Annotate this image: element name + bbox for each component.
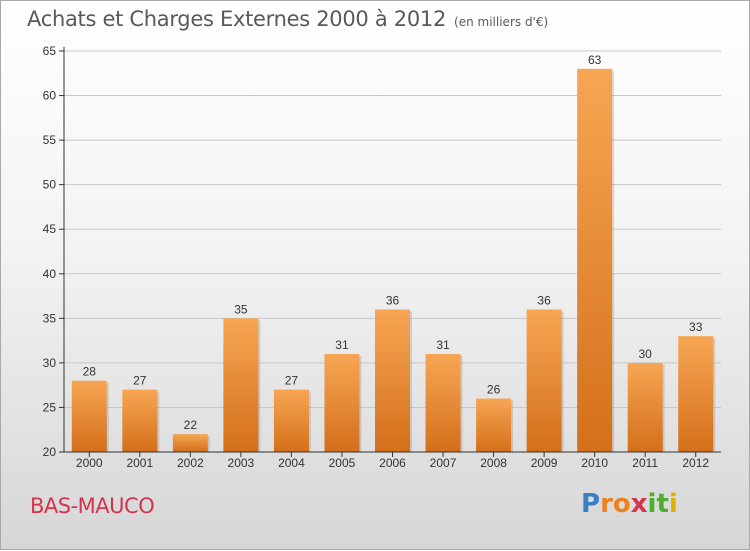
bar — [375, 309, 410, 452]
bar-value-label: 31 — [436, 338, 450, 352]
x-tick-label: 2001 — [126, 456, 153, 470]
bar-value-label: 33 — [689, 320, 703, 334]
x-tick-label: 2008 — [480, 456, 507, 470]
logo-letter: i — [668, 489, 678, 519]
bar — [627, 362, 663, 452]
bar-value-label: 31 — [335, 338, 349, 352]
bar — [577, 68, 613, 453]
logo-letter: t — [656, 489, 669, 519]
x-tick-label: 2011 — [632, 456, 658, 470]
bar — [172, 434, 208, 452]
chart-subtitle: (en milliers d'€) — [454, 15, 549, 29]
bar-value-label: 36 — [386, 293, 400, 307]
x-tick-label: 2003 — [228, 456, 255, 470]
bar-value-label: 28 — [83, 365, 97, 379]
bar — [324, 353, 360, 452]
bar — [273, 389, 309, 452]
y-tick-label: 65 — [43, 44, 57, 58]
y-tick-label: 25 — [43, 400, 57, 414]
y-tick-label: 45 — [43, 222, 57, 236]
y-tick-label: 55 — [43, 133, 57, 147]
bar-value-label: 27 — [133, 374, 147, 388]
bar-value-label: 27 — [285, 374, 299, 388]
y-tick-label: 30 — [43, 356, 57, 370]
axes: 20 25 30 35 40 45 50 55 60 65 2000 2001 2002 2003 2004… — [43, 44, 721, 470]
bar — [223, 318, 259, 452]
y-tick-label: 40 — [43, 267, 57, 281]
x-tick-label: 2010 — [581, 456, 608, 470]
y-tick-label: 60 — [43, 89, 57, 103]
y-tick-label: 20 — [43, 445, 57, 459]
y-tick-label: 35 — [43, 311, 57, 325]
chart-title: Achats et Charges Externes 2000 à 2012 (e… — [27, 7, 548, 31]
x-tick-label: 2004 — [278, 456, 305, 470]
bar — [122, 389, 158, 452]
logo-letter: P — [581, 489, 601, 519]
x-tick-label: 2007 — [430, 456, 457, 470]
logo-letter: x — [630, 489, 648, 519]
commune-name: BAS-MAUCO — [30, 494, 155, 518]
y-tick-label: 50 — [43, 178, 57, 192]
bar-value-label: 30 — [639, 347, 653, 361]
x-tick-label: 2002 — [177, 456, 204, 470]
bar-value-label: 22 — [184, 418, 198, 432]
bar — [476, 398, 512, 452]
x-tick-label: 2012 — [682, 456, 709, 470]
proxiti-logo[interactable]: Proxiti — [581, 489, 678, 519]
bar — [678, 336, 714, 452]
logo-letter: r — [600, 489, 613, 519]
bar — [71, 380, 107, 452]
logo-letter: o — [612, 489, 631, 519]
bars: 28 27 22 35 27 31 36 31 26 36 63 30 33 — [71, 53, 716, 453]
x-tick-label: 2009 — [531, 456, 558, 470]
chart-title-text: Achats et Charges Externes 2000 à 2012 — [27, 7, 447, 31]
bar-value-label: 35 — [234, 302, 248, 316]
x-tick-label: 2005 — [329, 456, 356, 470]
logo-letter: i — [647, 489, 657, 519]
bar — [526, 309, 562, 452]
bar — [425, 353, 461, 452]
bar-value-label: 63 — [588, 53, 602, 67]
bar-value-label: 36 — [537, 293, 551, 307]
x-tick-label: 2006 — [379, 456, 406, 470]
x-tick-label: 2000 — [76, 456, 103, 470]
bar-value-label: 26 — [487, 383, 501, 397]
